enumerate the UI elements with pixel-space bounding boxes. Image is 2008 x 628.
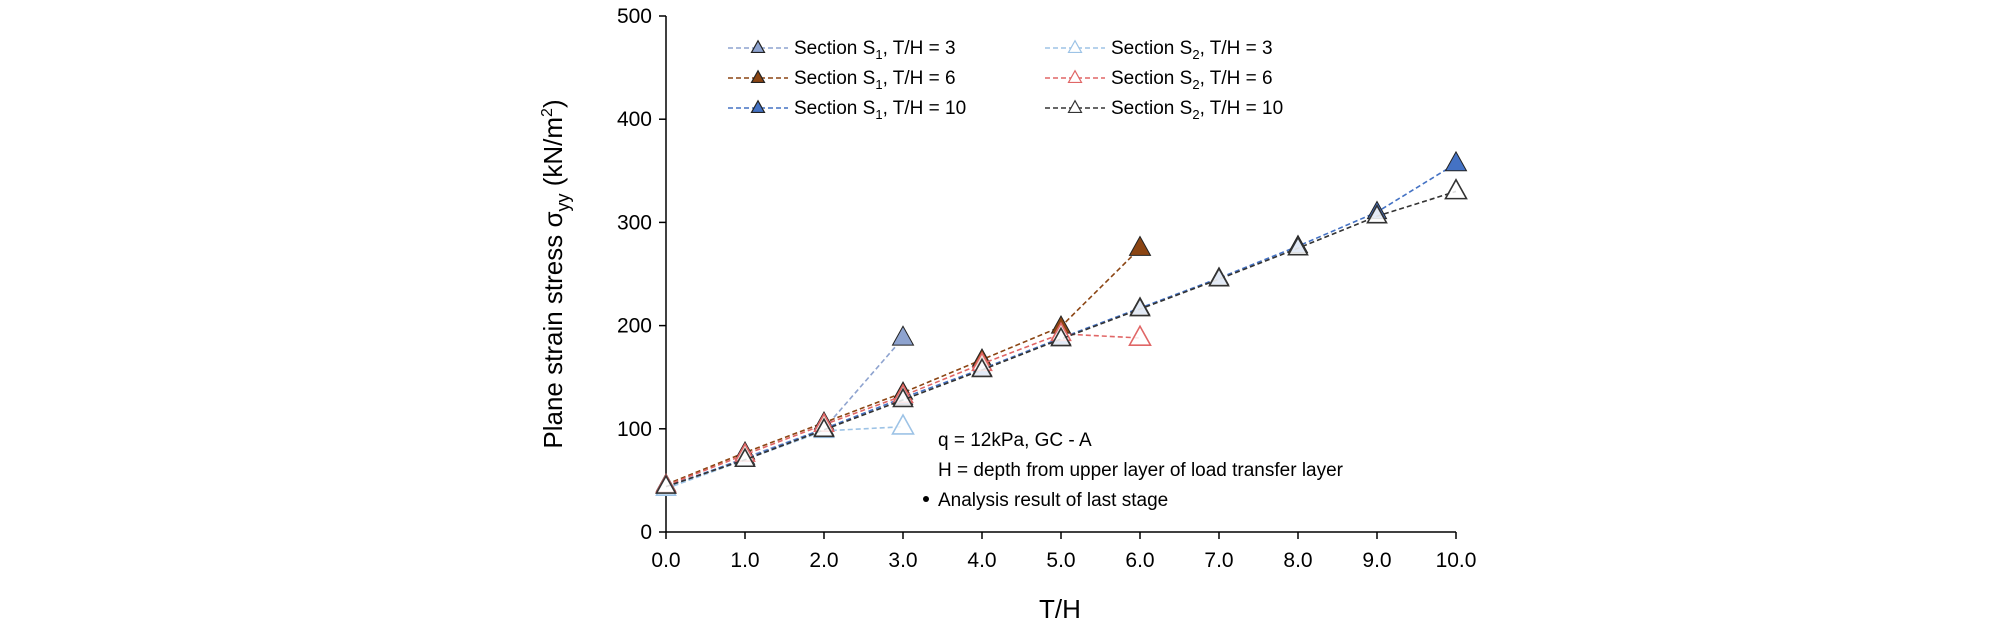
data-point bbox=[1128, 235, 1152, 256]
series-line bbox=[665, 425, 904, 490]
legend-label: Section S1, T/H = 6 bbox=[794, 68, 956, 92]
legend-item: Section S1, T/H = 3 bbox=[728, 38, 956, 62]
series-line bbox=[665, 162, 1457, 488]
legend-item: Section S1, T/H = 6 bbox=[728, 68, 956, 92]
data-point bbox=[891, 413, 915, 435]
x-ticks: 0.0 1.0 2.0 3.0 4.0 5.0 6.0 7.0 8.0 9.0 10.0 bbox=[651, 532, 1476, 572]
legend-label: Section S2, T/H = 10 bbox=[1111, 98, 1283, 122]
y-tick-label: 0 bbox=[640, 521, 652, 544]
annotation-line-1: q = 12kPa, GC - A bbox=[938, 430, 1092, 451]
legend-label-subscript: 1 bbox=[875, 47, 882, 62]
data-point bbox=[1287, 235, 1309, 256]
x-tick-label: 6.0 bbox=[1125, 549, 1154, 572]
legend-label-subscript: 2 bbox=[1192, 77, 1199, 92]
data-point bbox=[1128, 324, 1152, 346]
legend-label-suffix: , T/H = 6 bbox=[883, 68, 956, 89]
legend-label-subscript: 2 bbox=[1192, 47, 1199, 62]
data-point bbox=[1366, 203, 1388, 224]
x-tick-label: 10.0 bbox=[1436, 549, 1477, 572]
annotation-bullet-icon bbox=[923, 496, 929, 502]
legend-label-suffix: , T/H = 10 bbox=[883, 98, 967, 119]
legend-label: Section S2, T/H = 6 bbox=[1111, 68, 1273, 92]
legend-label: Section S2, T/H = 3 bbox=[1111, 38, 1273, 62]
x-tick-label: 4.0 bbox=[967, 549, 996, 572]
series-6 bbox=[655, 178, 1468, 494]
x-tick-label: 9.0 bbox=[1362, 549, 1391, 572]
legend-marker bbox=[1067, 69, 1083, 84]
legend-label-suffix: , T/H = 6 bbox=[1200, 68, 1273, 89]
annotation-line-3: Analysis result of last stage bbox=[938, 490, 1168, 511]
data-point bbox=[892, 387, 914, 408]
legend-label-prefix: Section S bbox=[1111, 68, 1192, 89]
data-point bbox=[1444, 178, 1468, 200]
data-point bbox=[655, 474, 677, 494]
legend-marker bbox=[750, 69, 766, 84]
data-point bbox=[1050, 326, 1072, 347]
y-tick-label: 300 bbox=[617, 211, 652, 234]
annotation-box: q = 12kPa, GC - A H = depth from upper l… bbox=[923, 430, 1344, 511]
annotation-line-2: H = depth from upper layer of load trans… bbox=[938, 460, 1344, 481]
legend-label-prefix: Section S bbox=[1111, 38, 1192, 59]
legend-label-prefix: Section S bbox=[1111, 98, 1192, 119]
legend-marker bbox=[750, 99, 766, 114]
data-point bbox=[734, 447, 756, 468]
legend-label-subscript: 2 bbox=[1192, 107, 1199, 122]
y-axis-title-subscript: yy bbox=[553, 193, 573, 211]
data-point bbox=[813, 417, 835, 438]
y-axis-title-unit: (kN/m bbox=[538, 117, 568, 194]
data-point bbox=[1444, 150, 1468, 172]
y-tick-label: 100 bbox=[617, 418, 652, 441]
y-tick-label: 500 bbox=[617, 5, 652, 28]
y-axis-title-main: Plane strain stress σ bbox=[538, 211, 568, 448]
y-axis-title: Plane strain stress σyy (kN/m2) bbox=[538, 99, 573, 448]
x-tick-label: 2.0 bbox=[809, 549, 838, 572]
x-tick-label: 0.0 bbox=[651, 549, 680, 572]
legend-item: Section S2, T/H = 3 bbox=[1045, 38, 1273, 62]
x-axis-title: T/H bbox=[1039, 594, 1081, 624]
legend-label: Section S1, T/H = 3 bbox=[794, 38, 956, 62]
data-point bbox=[891, 325, 915, 346]
legend-label: Section S1, T/H = 10 bbox=[794, 98, 966, 122]
y-tick-label: 400 bbox=[617, 108, 652, 131]
x-tick-label: 3.0 bbox=[888, 549, 917, 572]
data-point bbox=[1129, 296, 1151, 317]
y-axis-title-unit-close: ) bbox=[538, 99, 568, 108]
legend-marker bbox=[1067, 39, 1083, 54]
data-point bbox=[1208, 266, 1230, 287]
legend-marker bbox=[1067, 99, 1083, 114]
legend-label-subscript: 1 bbox=[875, 107, 882, 122]
legend-marker bbox=[750, 39, 766, 54]
legend-label-subscript: 1 bbox=[875, 77, 882, 92]
legend-label-suffix: , T/H = 3 bbox=[1200, 38, 1273, 59]
legend-label-prefix: Section S bbox=[794, 38, 875, 59]
x-tick-label: 5.0 bbox=[1046, 549, 1075, 572]
legend-item: Section S1, T/H = 10 bbox=[728, 98, 966, 122]
legend-label-prefix: Section S bbox=[794, 98, 875, 119]
y-axis-title-unit-superscript: 2 bbox=[539, 108, 556, 117]
data-point bbox=[971, 357, 993, 378]
x-tick-label: 1.0 bbox=[730, 549, 759, 572]
legend-item: Section S2, T/H = 6 bbox=[1045, 68, 1273, 92]
series-line bbox=[665, 190, 1457, 488]
legend-item: Section S2, T/H = 10 bbox=[1045, 98, 1283, 122]
legend-label-suffix: , T/H = 3 bbox=[883, 38, 956, 59]
legend-label-prefix: Section S bbox=[794, 68, 875, 89]
y-ticks: 0 100 200 300 400 500 bbox=[617, 5, 666, 544]
legend-label-suffix: , T/H = 10 bbox=[1200, 98, 1284, 119]
series-layer bbox=[655, 150, 1468, 496]
y-tick-label: 200 bbox=[617, 315, 652, 338]
x-tick-label: 8.0 bbox=[1283, 549, 1312, 572]
x-tick-label: 7.0 bbox=[1204, 549, 1233, 572]
